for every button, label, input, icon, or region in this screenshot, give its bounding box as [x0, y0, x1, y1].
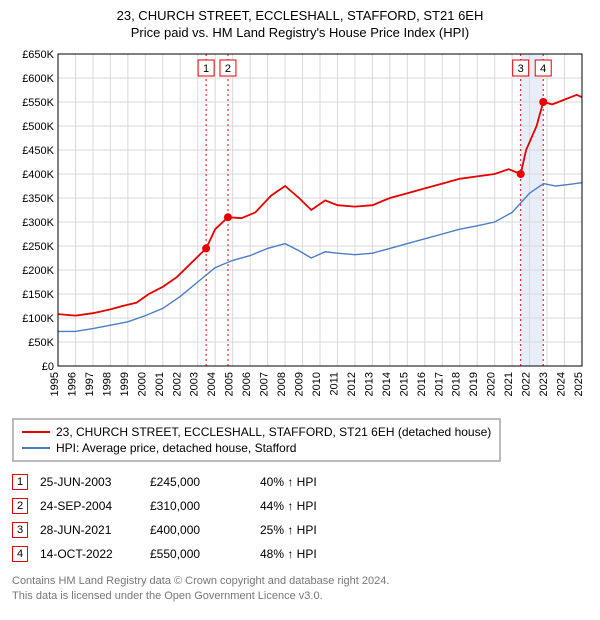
svg-text:2023: 2023: [538, 372, 550, 396]
legend-label: HPI: Average price, detached house, Staf…: [56, 441, 296, 455]
svg-text:£550K: £550K: [22, 97, 54, 109]
svg-text:3: 3: [518, 63, 524, 75]
svg-text:2006: 2006: [241, 372, 253, 396]
svg-text:1996: 1996: [66, 372, 78, 396]
price-chart: £0 £50K £100K £150K £200K £250K £300K £350K £400…: [12, 48, 588, 408]
svg-text:£650K: £650K: [22, 49, 54, 61]
sale-delta: 44% ↑ HPI: [260, 494, 329, 518]
sale-marker: 1: [12, 474, 28, 490]
svg-text:£50K: £50K: [28, 337, 54, 349]
svg-text:4: 4: [540, 63, 546, 75]
svg-text:2020: 2020: [486, 372, 498, 396]
sale-delta: 25% ↑ HPI: [260, 518, 329, 542]
legend-swatch: [22, 447, 50, 449]
sale-price: £310,000: [150, 494, 260, 518]
svg-text:2015: 2015: [398, 372, 410, 396]
svg-text:2013: 2013: [363, 372, 375, 396]
svg-text:2016: 2016: [416, 372, 428, 396]
svg-text:£300K: £300K: [22, 217, 54, 229]
footnote-line: Contains HM Land Registry data © Crown c…: [12, 574, 588, 589]
sale-date: 14-OCT-2022: [40, 542, 150, 566]
svg-text:1997: 1997: [84, 372, 96, 396]
svg-text:£400K: £400K: [22, 169, 54, 181]
sale-delta: 40% ↑ HPI: [260, 470, 329, 494]
table-row: 4 14-OCT-2022£550,00048% ↑ HPI: [12, 542, 329, 566]
svg-text:£250K: £250K: [22, 241, 54, 253]
svg-text:2002: 2002: [171, 372, 183, 396]
table-row: 3 28-JUN-2021£400,00025% ↑ HPI: [12, 518, 329, 542]
svg-text:2005: 2005: [224, 372, 236, 396]
page-title: 23, CHURCH STREET, ECCLESHALL, STAFFORD,…: [12, 8, 588, 23]
svg-text:2012: 2012: [346, 372, 358, 396]
svg-text:2018: 2018: [451, 372, 463, 396]
footnote-line: This data is licensed under the Open Gov…: [12, 589, 588, 604]
sale-date: 28-JUN-2021: [40, 518, 150, 542]
svg-text:2008: 2008: [276, 372, 288, 396]
svg-text:1: 1: [203, 63, 209, 75]
svg-text:£150K: £150K: [22, 289, 54, 301]
svg-text:2010: 2010: [311, 372, 323, 396]
svg-text:1995: 1995: [49, 372, 61, 396]
svg-text:2017: 2017: [433, 372, 445, 396]
svg-text:2011: 2011: [328, 372, 340, 396]
legend-swatch: [22, 431, 50, 433]
svg-text:1998: 1998: [101, 372, 113, 396]
svg-text:1999: 1999: [119, 372, 131, 396]
svg-text:£100K: £100K: [22, 313, 54, 325]
svg-text:£200K: £200K: [22, 265, 54, 277]
svg-text:2025: 2025: [573, 372, 585, 396]
legend-label: 23, CHURCH STREET, ECCLESHALL, STAFFORD,…: [56, 425, 491, 439]
sale-price: £550,000: [150, 542, 260, 566]
legend-item: HPI: Average price, detached house, Staf…: [22, 440, 491, 456]
svg-text:2014: 2014: [381, 372, 393, 396]
sale-delta: 48% ↑ HPI: [260, 542, 329, 566]
footnote: Contains HM Land Registry data © Crown c…: [12, 574, 588, 604]
svg-text:£0: £0: [42, 361, 54, 373]
sale-price: £245,000: [150, 470, 260, 494]
svg-text:2004: 2004: [206, 372, 218, 396]
legend-item: 23, CHURCH STREET, ECCLESHALL, STAFFORD,…: [22, 424, 491, 440]
sale-marker: 2: [12, 498, 28, 514]
table-row: 2 24-SEP-2004£310,00044% ↑ HPI: [12, 494, 329, 518]
sale-date: 25-JUN-2003: [40, 470, 150, 494]
svg-text:2: 2: [225, 63, 231, 75]
svg-text:£350K: £350K: [22, 193, 54, 205]
svg-text:£450K: £450K: [22, 145, 54, 157]
page-subtitle: Price paid vs. HM Land Registry's House …: [12, 25, 588, 40]
sale-marker: 3: [12, 522, 28, 538]
svg-text:2024: 2024: [556, 372, 568, 396]
svg-text:2022: 2022: [521, 372, 533, 396]
svg-text:2000: 2000: [136, 372, 148, 396]
sale-price: £400,000: [150, 518, 260, 542]
svg-text:2009: 2009: [294, 372, 306, 396]
chart-legend: 23, CHURCH STREET, ECCLESHALL, STAFFORD,…: [12, 418, 501, 462]
svg-text:2003: 2003: [189, 372, 201, 396]
svg-text:2001: 2001: [154, 372, 166, 396]
sales-table: 1 25-JUN-2003£245,00040% ↑ HPI 2 24-SEP-200…: [12, 470, 329, 566]
table-row: 1 25-JUN-2003£245,00040% ↑ HPI: [12, 470, 329, 494]
svg-text:£600K: £600K: [22, 73, 54, 85]
svg-text:2007: 2007: [259, 372, 271, 396]
sale-date: 24-SEP-2004: [40, 494, 150, 518]
svg-text:£500K: £500K: [22, 121, 54, 133]
svg-text:2019: 2019: [468, 372, 480, 396]
svg-text:2021: 2021: [503, 372, 515, 396]
sale-marker: 4: [12, 546, 28, 562]
